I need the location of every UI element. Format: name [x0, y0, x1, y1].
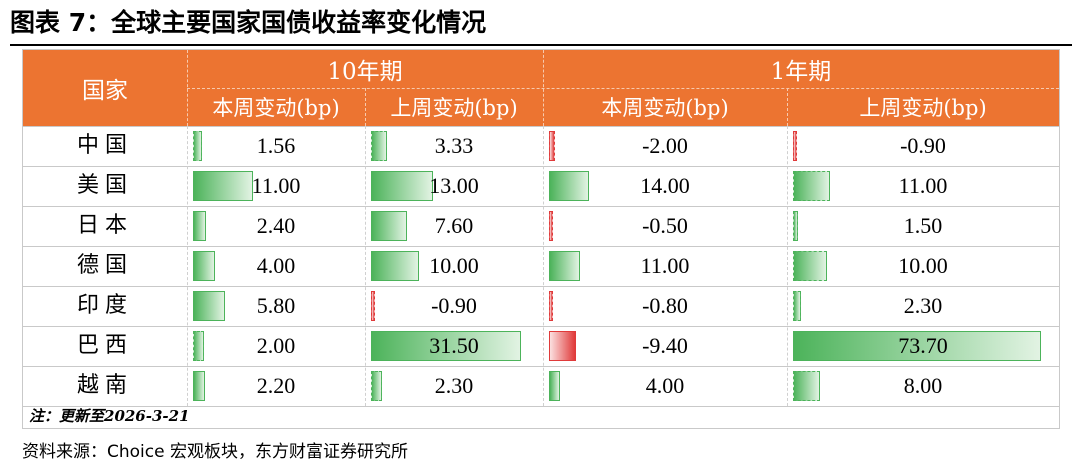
value-cell: -9.40 [642, 333, 688, 358]
value-bar [371, 251, 419, 281]
value-bar [193, 251, 215, 281]
table-header: 国家 10年期 1年期 本周变动(bp) 上周变动(bp) 本周变动(bp) 上… [23, 50, 1059, 126]
value-cell: 5.80 [256, 293, 296, 318]
country-cell: 美国 [76, 173, 133, 198]
value-cell: -0.90 [431, 293, 477, 318]
value-bar [371, 171, 433, 201]
column-divider [543, 126, 544, 406]
value-cell: -0.90 [900, 133, 946, 158]
value-bar [793, 171, 830, 201]
country-cell: 越南 [76, 373, 133, 398]
source-line: 资料来源：Choice 宏观板块，东方财富证券研究所 [22, 442, 408, 462]
value-cell: 2.00 [256, 333, 296, 358]
value-bar [549, 211, 553, 241]
yield-table: 国家 10年期 1年期 本周变动(bp) 上周变动(bp) 本周变动(bp) 上… [22, 49, 1060, 429]
value-bar [371, 331, 521, 361]
value-cell: -0.50 [642, 213, 688, 238]
value-cell: 14.00 [640, 173, 690, 198]
country-cell: 印度 [76, 293, 133, 318]
value-bar [793, 131, 797, 161]
value-bar [193, 211, 206, 241]
value-bar [371, 211, 407, 241]
value-cell: 2.30 [903, 293, 943, 318]
header-divider [365, 88, 366, 126]
column-divider [787, 126, 788, 406]
value-cell: 8.00 [903, 373, 943, 398]
row-divider [23, 206, 1059, 207]
value-bar [793, 291, 801, 321]
value-bar [371, 291, 375, 321]
country-cell: 中国 [76, 133, 133, 158]
header-country: 国家 [82, 78, 128, 104]
value-cell: 4.00 [256, 253, 296, 278]
value-bar [549, 131, 555, 161]
value-cell: 73.70 [898, 333, 948, 358]
value-cell: 2.40 [256, 213, 296, 238]
value-bar [193, 171, 253, 201]
value-bar [549, 171, 589, 201]
country-cell: 日本 [76, 213, 133, 238]
value-cell: 1.56 [256, 133, 296, 158]
figure-title: 图表 7：全球主要国家国债收益率变化情况 [10, 8, 487, 37]
value-bar [793, 211, 798, 241]
value-cell: 2.20 [256, 373, 296, 398]
value-bar [371, 131, 387, 161]
row-divider [23, 366, 1059, 367]
row-divider [23, 126, 1059, 127]
title-rule [10, 44, 1072, 46]
header-divider [187, 88, 1059, 89]
row-divider [23, 286, 1059, 287]
row-divider [23, 406, 1059, 407]
value-bar [371, 371, 382, 401]
value-cell: 11.00 [251, 173, 301, 198]
value-bar [193, 371, 205, 401]
value-cell: 3.33 [434, 133, 474, 158]
row-divider [23, 166, 1059, 167]
value-cell: -0.80 [642, 293, 688, 318]
header-1y-last-week: 上周变动(bp) [859, 96, 987, 120]
row-divider [23, 326, 1059, 327]
value-cell: -2.00 [642, 133, 688, 158]
country-cell: 巴西 [76, 333, 133, 358]
header-10y-this-week: 本周变动(bp) [212, 96, 340, 120]
header-divider [787, 88, 788, 126]
row-divider [23, 246, 1059, 247]
value-cell: 13.00 [429, 173, 479, 198]
value-cell: 7.60 [434, 213, 474, 238]
value-cell: 10.00 [898, 253, 948, 278]
value-bar [549, 291, 553, 321]
value-cell: 2.30 [434, 373, 474, 398]
header-1y-this-week: 本周变动(bp) [601, 96, 729, 120]
header-group-10y: 10年期 [327, 59, 403, 85]
value-cell: 11.00 [898, 173, 948, 198]
value-cell: 11.00 [640, 253, 690, 278]
value-bar [793, 371, 820, 401]
value-bar [193, 331, 204, 361]
value-bar [793, 331, 1041, 361]
header-group-1y: 1年期 [770, 59, 832, 85]
value-bar [193, 291, 225, 321]
value-cell: 10.00 [429, 253, 479, 278]
value-cell: 4.00 [645, 373, 685, 398]
column-divider [365, 126, 366, 406]
value-bar [193, 131, 202, 161]
value-bar [549, 251, 580, 281]
header-10y-last-week: 上周变动(bp) [390, 96, 518, 120]
value-bar [549, 331, 576, 361]
column-divider [187, 126, 188, 406]
value-cell: 1.50 [903, 213, 943, 238]
update-note: 注：更新至2026-3-21 [29, 407, 190, 425]
value-bar [549, 371, 560, 401]
value-bar [793, 251, 827, 281]
country-cell: 德国 [76, 253, 133, 278]
value-cell: 31.50 [429, 333, 479, 358]
